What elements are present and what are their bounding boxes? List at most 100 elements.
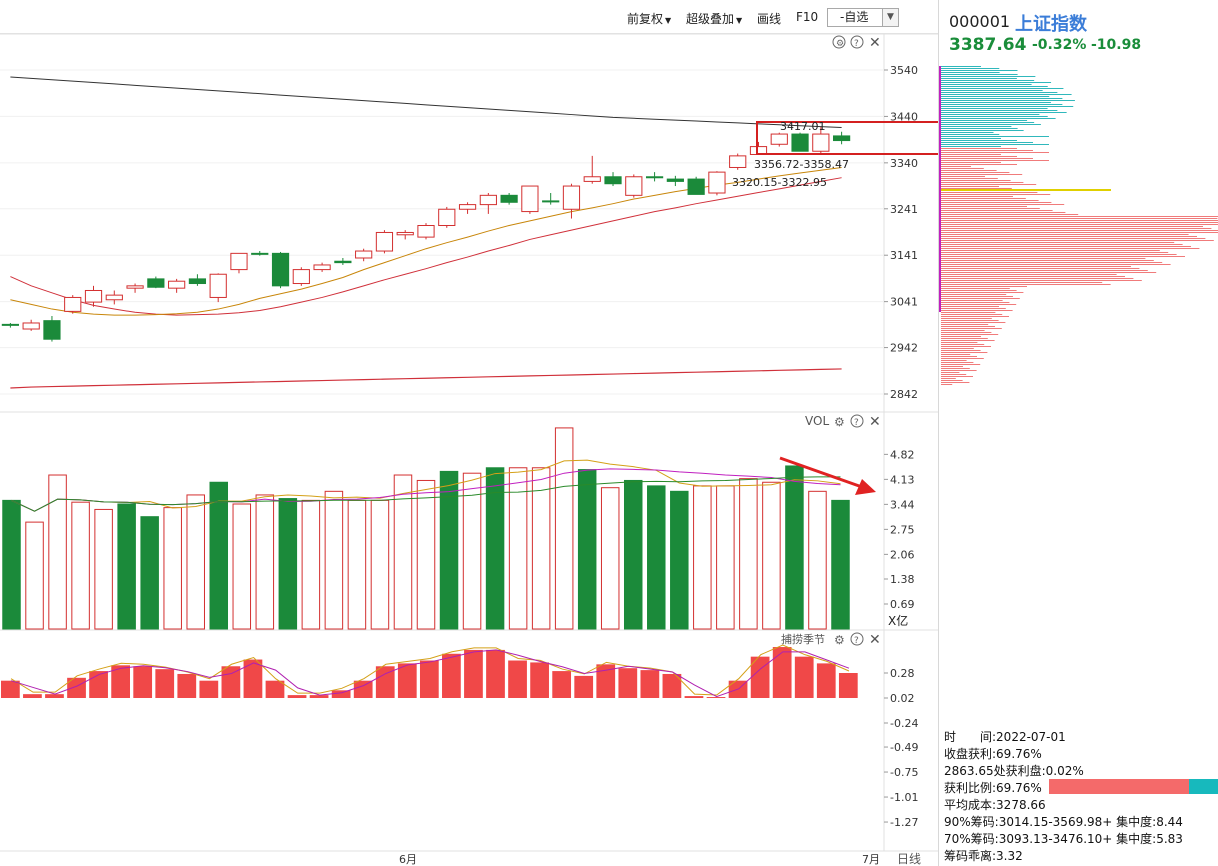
chip-bar [941,208,1040,209]
chip-bar [941,252,1169,253]
chip-bar [941,82,1052,83]
chip-bar [941,102,1051,103]
candlestick [43,316,61,342]
stock-code: 000001 [949,12,1011,31]
chip-bar [941,170,997,171]
chip-bar [941,76,1036,77]
volume-bar [416,479,436,630]
oscillator-bar [706,697,726,698]
chip-bar [941,322,1006,323]
candle-body [625,176,643,196]
candlestick [64,295,82,314]
candlestick [625,174,643,198]
chip-bar [941,344,985,345]
chip-bar [941,302,1010,303]
watchlist-select[interactable]: -自选 ▼ [827,8,899,27]
vol-panel-controls[interactable]: ⚙ ? ✕ [834,414,881,430]
chip-bar [941,378,956,379]
volume-bar [831,499,850,630]
candlestick [334,257,352,265]
oscillator-bar [640,670,660,698]
close-icon[interactable]: ✕ [869,35,881,51]
chip-bar [941,374,967,375]
chip-bar [941,246,1191,247]
candlestick [230,252,248,274]
oscillator-bar [243,659,263,698]
chip-bar [941,282,1103,283]
chip-bar [941,130,1024,131]
chip-bar [941,96,1050,97]
chip-bar [941,118,1056,119]
help-icon[interactable] [850,414,864,428]
chip-bar [941,166,971,167]
price-panel-controls[interactable]: ⚙ ? ✕ [832,35,881,51]
oscillator-bar [67,677,86,698]
chip-bar [941,340,995,341]
candlestick [749,141,768,155]
candlestick [1,322,19,328]
chip-bar [941,360,967,361]
draw-line-button[interactable]: 画线 [757,12,782,26]
chip-bar [941,94,1072,95]
chip-bar [941,134,1000,135]
chip-bar [941,210,1053,211]
chip-bar [941,296,1013,297]
chip-bar [941,168,984,169]
chip-bar [941,196,1013,197]
osc-panel-controls[interactable]: ⚙ ? ✕ [834,632,881,648]
candlestick [105,290,123,305]
main-chart-area[interactable]: 3540 3440 3340 3241 3141 3041 2942 2842 4.82 4.1… [0,0,938,866]
oscillator-bar [23,694,42,698]
chip-bar [941,98,1063,99]
settings-icon[interactable] [832,35,846,49]
chip-bar [941,348,974,349]
chip-bar [941,280,1142,281]
chip-bar [941,164,1017,165]
candle-body [833,135,851,142]
period-label[interactable]: 日线 [897,852,921,866]
chip-bar [941,240,1214,241]
candle-body [147,278,165,288]
chip-bar [941,182,1024,183]
stock-name[interactable]: 上证指数 [1015,14,1087,35]
help-icon[interactable] [850,35,864,49]
chip-bar [941,144,1049,145]
settings-icon[interactable]: ⚙ [834,415,845,429]
volume-bar [647,485,666,630]
close-icon[interactable]: ✕ [869,632,881,648]
chip-bar [941,184,1037,185]
volume-bar [670,490,689,630]
restore-rights-menu[interactable]: 前复权 ▼ [627,10,671,27]
candlestick [396,230,414,240]
chip-bar [941,316,1009,317]
chip-bar [941,356,977,357]
settings-icon[interactable]: ⚙ [834,633,845,647]
volume-ma-line [11,459,841,512]
chip-bar [941,160,1049,161]
volume-bar [508,467,528,630]
f10-button[interactable]: F10 [796,10,819,24]
chip-bar [941,142,1033,143]
chip-bar [941,242,1175,243]
oscillator-bar [530,662,549,698]
candlestick [188,274,207,286]
chip-bar [941,116,1048,117]
volume-bar [485,467,505,630]
chip-bar [941,334,999,335]
dropdown-arrow-icon[interactable]: ▼ [882,9,898,26]
chip-bar [941,354,971,355]
info-time: 时 间:2022-07-01 [944,730,1066,744]
volume-bar [71,501,90,630]
vol-tick-label: 3.44 [890,498,915,511]
chip-bar [941,380,963,381]
volume-bar [577,469,597,630]
help-icon[interactable] [850,632,864,646]
volume-bar [600,487,620,630]
candlestick [500,193,518,205]
oscillator-bar [486,649,505,698]
candle-body [396,231,414,236]
close-icon[interactable]: ✕ [869,414,881,430]
chip-bar [941,272,1157,273]
super-overlay-menu[interactable]: 超级叠加 ▼ [686,10,742,27]
chip-bar [941,266,1131,267]
